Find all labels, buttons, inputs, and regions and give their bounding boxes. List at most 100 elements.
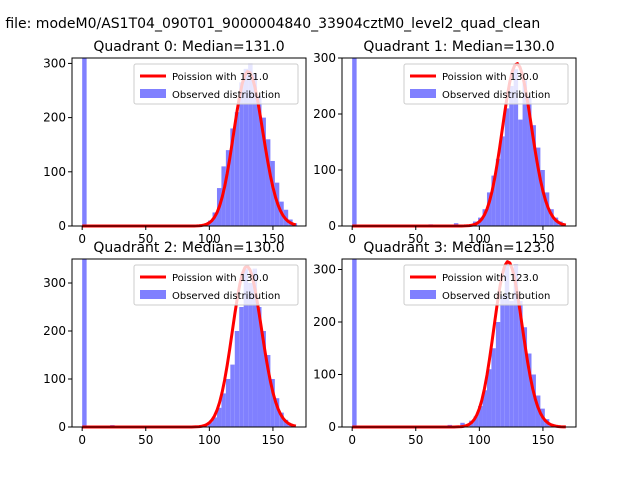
y-tick-label: 0 (328, 420, 336, 434)
histogram-bar (265, 139, 271, 226)
histogram-bar (509, 301, 514, 427)
x-tick-label: 50 (408, 433, 423, 447)
histogram-bar (274, 398, 280, 427)
histogram-bar (491, 175, 496, 226)
histogram-bar (500, 136, 505, 226)
histogram-bar (252, 268, 258, 427)
histogram-bar (495, 158, 501, 226)
quadrant-0-panel: Quadrant 0: Median=131.0 0 50 100 150 0 100 200… (43, 39, 307, 246)
legend-bar-label: Observed distribution (442, 291, 550, 302)
histogram-bar (504, 264, 510, 427)
histogram-bar (212, 417, 217, 427)
legend-line-label: Poission with 131.0 (172, 72, 268, 83)
histogram-bar (216, 407, 222, 427)
histogram-bar (221, 393, 226, 427)
histogram-bar (261, 117, 266, 226)
histogram-bar (270, 160, 275, 226)
histogram-bar (478, 406, 483, 427)
x-tick-label: 50 (138, 433, 153, 447)
histogram-bar (540, 170, 545, 226)
quadrant-3-panel: Quadrant 3: Median=123.0 0 50 100 150 0 100 200… (313, 240, 577, 447)
histogram-bar (495, 322, 501, 427)
histogram-bar (482, 390, 487, 427)
histogram-bar (527, 97, 532, 226)
axes-frame (341, 57, 577, 227)
legend-bar-swatch (410, 290, 436, 299)
x-tick-label: 150 (531, 232, 554, 246)
y-tick-label: 0 (328, 219, 336, 233)
histogram-bar (522, 80, 528, 227)
quadrant-3-title: Quadrant 3: Median=123.0 (363, 240, 554, 256)
y-tick-label: 200 (313, 315, 336, 329)
x-tick-label: 0 (348, 433, 356, 447)
legend-box (133, 63, 299, 105)
quadrant-0-title: Quadrant 0: Median=131.0 (93, 39, 284, 55)
legend-bar-label: Observed distribution (172, 291, 280, 302)
quadrant-2-title: Quadrant 2: Median=130.0 (93, 240, 284, 256)
legend-line-label: Poission with 130.0 (442, 72, 538, 83)
legend-box (403, 63, 569, 105)
histogram-bar (248, 283, 253, 427)
legend-bar-label: Observed distribution (442, 90, 550, 101)
legend-bar-swatch (140, 89, 166, 98)
histogram-bar (482, 209, 487, 226)
x-tick-label: 150 (261, 433, 284, 447)
histogram-bar (243, 68, 249, 226)
figure-suptitle: n file: modeM0/AS1T04_090T01_9000004840_… (0, 16, 540, 32)
y-tick-label: 200 (43, 111, 66, 125)
histogram-bar (531, 374, 536, 427)
legend-bar-label: Observed distribution (172, 90, 280, 101)
y-tick-label: 0 (58, 219, 66, 233)
histogram-bar (265, 355, 271, 427)
histogram-bar (234, 331, 240, 427)
y-tick-label: 100 (43, 165, 66, 179)
y-tick-label: 300 (43, 56, 66, 70)
histogram-bar (531, 125, 536, 226)
histogram-bar (518, 119, 523, 226)
x-tick-label: 100 (198, 232, 221, 246)
histogram-bar (279, 412, 284, 427)
y-tick-label: 0 (58, 420, 66, 434)
histogram-bar (504, 108, 510, 226)
histogram-bar (252, 74, 258, 227)
histogram-bar (261, 331, 266, 427)
histogram-bar (522, 327, 528, 427)
x-tick-label: 100 (468, 433, 491, 447)
histogram-bar (243, 268, 249, 427)
y-tick-label: 100 (313, 163, 336, 177)
histogram-bar (239, 307, 244, 427)
legend-box (133, 264, 299, 306)
histogram-bar (230, 364, 235, 427)
y-tick-label: 200 (313, 107, 336, 121)
histogram-bar (257, 95, 262, 226)
histogram-bar (460, 422, 465, 427)
y-tick-label: 200 (43, 324, 66, 338)
histogram-bar (535, 147, 541, 226)
y-tick-label: 300 (313, 51, 336, 65)
quadrant-1-title: Quadrant 1: Median=130.0 (363, 39, 554, 55)
legend-bar-swatch (140, 290, 166, 299)
x-tick-label: 0 (78, 433, 86, 447)
histogram-bar (352, 259, 357, 427)
histogram-bar (82, 259, 87, 427)
histogram-bar (513, 69, 519, 226)
legend-line-label: Poission with 130.0 (172, 273, 268, 284)
histogram-bar (248, 63, 253, 226)
histogram-bar (225, 379, 231, 427)
histogram-bar (352, 58, 357, 226)
axes-frame (341, 258, 577, 428)
legend-line-label: Poission with 123.0 (442, 273, 538, 284)
histogram-bar (225, 150, 231, 226)
y-tick-label: 300 (43, 276, 66, 290)
x-tick-label: 150 (261, 232, 284, 246)
axes-frame (71, 258, 307, 428)
histogram-bar (230, 128, 235, 226)
histogram-bar (239, 82, 244, 226)
histogram-bar (527, 353, 532, 427)
legend-bar-swatch (410, 89, 436, 98)
histogram-bar (509, 86, 514, 226)
histogram-bar (491, 348, 496, 427)
histogram-bar (486, 192, 492, 226)
histogram-bar (270, 379, 275, 427)
